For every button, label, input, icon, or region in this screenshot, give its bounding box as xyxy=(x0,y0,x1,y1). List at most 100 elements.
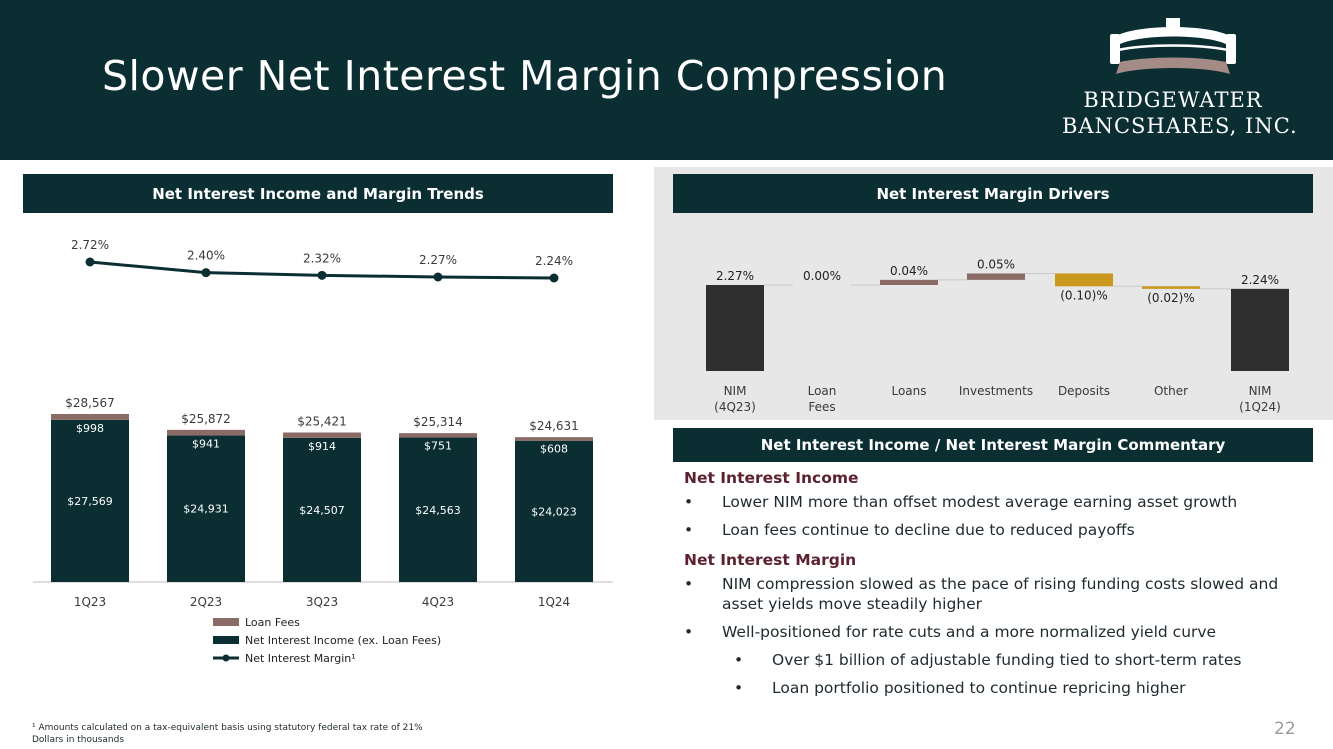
bullet-icon: • xyxy=(734,679,744,697)
tick-4Q23: 4Q23 xyxy=(422,595,454,609)
waterfall-tick-1: Loan Fees xyxy=(808,384,837,414)
waterfall-tick-5: Other xyxy=(1154,384,1188,398)
label-total-4Q23: $25,314 xyxy=(413,415,463,429)
commentary-heading-nii: Net Interest Income xyxy=(684,469,859,487)
commentary-subbullet: • Over $1 billion of adjustable funding t… xyxy=(684,650,1324,670)
tick-1Q23: 1Q23 xyxy=(74,595,106,609)
nim-label-3Q23: 2.32% xyxy=(303,251,341,265)
waterfall-label-6: 2.24% xyxy=(1241,273,1279,287)
commentary-bullet: • Lower NIM more than offset modest avera… xyxy=(684,492,1324,512)
label-loan-fees-1Q23: $998 xyxy=(76,422,104,435)
tick-2Q23: 2Q23 xyxy=(190,595,222,609)
waterfall-bar-3 xyxy=(967,273,1025,280)
nim-point-4Q23 xyxy=(433,272,443,282)
waterfall-tick-line: Deposits xyxy=(1058,384,1110,398)
bar-loan-fees-2Q23 xyxy=(167,429,245,436)
footnote-line1: ¹ Amounts calculated on a tax-equivalent… xyxy=(32,723,423,733)
label-nii-1Q23: $27,569 xyxy=(67,495,113,508)
commentary-subbullet-text: Over $1 billion of adjustable funding ti… xyxy=(772,651,1242,669)
footnote-line2: Dollars in thousands xyxy=(32,735,125,745)
waterfall-tick-4: Deposits xyxy=(1058,384,1110,398)
bar-loan-fees-4Q23 xyxy=(399,433,477,438)
waterfall-bar-0 xyxy=(706,285,764,371)
waterfall-label-5: (0.02)% xyxy=(1147,291,1194,305)
commentary-bullet: • NIM compression slowed as the pace of r… xyxy=(684,574,1314,614)
bullet-icon: • xyxy=(684,493,694,511)
waterfall-bar-2 xyxy=(880,279,938,285)
bar-nii-1Q24 xyxy=(515,440,593,582)
bullet-icon: • xyxy=(684,521,694,539)
tick-1Q24: 1Q24 xyxy=(538,595,570,609)
commentary-bullet-text: Well-positioned for rate cuts and a more… xyxy=(722,623,1217,641)
nim-point-1Q23 xyxy=(85,257,95,267)
label-nii-2Q23: $24,931 xyxy=(183,503,229,516)
bar-nii-3Q23 xyxy=(283,437,361,582)
label-loan-fees-1Q24: $608 xyxy=(540,443,568,456)
waterfall-bar-1 xyxy=(793,285,851,286)
commentary-bullet: • Loan fees continue to decline due to re… xyxy=(684,520,1324,540)
tick-3Q23: 3Q23 xyxy=(306,595,338,609)
waterfall-tick-line: Investments xyxy=(959,384,1033,398)
bullet-icon: • xyxy=(734,651,744,669)
nim-drivers-chart: 2.27% NIM (4Q23) 0.00% Loan Fees 0.04% Loans 0.0… xyxy=(706,257,1289,414)
commentary-subbullet: • Loan portfolio positioned to continue r… xyxy=(684,678,1324,698)
waterfall-tick-line: (4Q23) xyxy=(714,400,756,414)
waterfall-tick-line: NIM xyxy=(1249,384,1272,398)
waterfall-tick-line: NIM xyxy=(724,384,747,398)
label-nii-4Q23: $24,563 xyxy=(415,504,461,517)
waterfall-bar-5 xyxy=(1142,286,1200,289)
bar-loan-fees-3Q23 xyxy=(283,432,361,438)
commentary-bullet-text: Lower NIM more than offset modest averag… xyxy=(722,493,1238,511)
waterfall-tick-line: Loan xyxy=(808,384,837,398)
waterfall-tick-line: Fees xyxy=(808,400,835,414)
label-loan-fees-4Q23: $751 xyxy=(424,440,452,453)
bullet-icon: • xyxy=(684,575,694,593)
bridgewater-logo-icon xyxy=(1110,18,1236,74)
bar-nii-4Q23 xyxy=(399,437,477,582)
commentary-subbullet-text: Loan portfolio positioned to continue re… xyxy=(772,679,1186,697)
nim-point-3Q23 xyxy=(317,270,327,280)
legend-marker-nim xyxy=(222,654,230,662)
logo-text-line2: BANCSHARES, INC. xyxy=(1062,114,1298,138)
bullet-icon: • xyxy=(684,623,694,641)
legend-label-nii: Net Interest Income (ex. Loan Fees) xyxy=(245,634,441,647)
nim-label-4Q23: 2.27% xyxy=(419,253,457,267)
waterfall-bar-6 xyxy=(1231,288,1289,371)
bar-nii-1Q23 xyxy=(51,419,129,582)
waterfall-tick-line: (1Q24) xyxy=(1239,400,1281,414)
waterfall-label-1: 0.00% xyxy=(803,269,841,283)
waterfall-label-4: (0.10)% xyxy=(1060,288,1107,302)
bar-loan-fees-1Q24 xyxy=(515,437,593,441)
legend-swatch-loan-fees xyxy=(213,618,239,626)
commentary-section-title: Net Interest Income / Net Interest Margi… xyxy=(673,428,1313,462)
label-total-2Q23: $25,872 xyxy=(181,412,231,426)
commentary-bullet-text: NIM compression slowed as the pace of ri… xyxy=(722,575,1279,613)
waterfall-tick-6: NIM (1Q24) xyxy=(1239,384,1281,414)
label-loan-fees-3Q23: $914 xyxy=(308,440,336,453)
nim-point-1Q24 xyxy=(549,273,559,283)
legend-label-nim: Net Interest Margin¹ xyxy=(245,652,356,665)
legend-label-loan-fees: Loan Fees xyxy=(245,616,300,629)
waterfall-label-2: 0.04% xyxy=(890,264,928,278)
legend-swatch-nii xyxy=(213,636,239,644)
commentary-bullet: • Well-positioned for rate cuts and a mor… xyxy=(684,622,1324,642)
nim-label-1Q23: 2.72% xyxy=(71,238,109,252)
waterfall-label-0: 2.27% xyxy=(716,269,754,283)
waterfall-tick-line: Loans xyxy=(891,384,926,398)
nim-point-2Q23 xyxy=(201,268,211,278)
waterfall-tick-line: Other xyxy=(1154,384,1188,398)
waterfall-tick-0: NIM (4Q23) xyxy=(714,384,756,414)
waterfall-label-3: 0.05% xyxy=(977,257,1015,271)
commentary-bullet-text: Loan fees continue to decline due to red… xyxy=(722,521,1135,539)
page-title: Slower Net Interest Margin Compression xyxy=(102,52,948,100)
label-loan-fees-2Q23: $941 xyxy=(192,437,220,450)
nim-label-2Q23: 2.40% xyxy=(187,249,225,263)
bar-loan-fees-1Q23 xyxy=(51,414,129,420)
nim-drivers-section-title: Net Interest Margin Drivers xyxy=(673,174,1313,213)
label-total-1Q24: $24,631 xyxy=(529,419,579,433)
header-banner: Slower Net Interest Margin Compression B… xyxy=(0,0,1333,160)
label-nii-3Q23: $24,507 xyxy=(299,504,345,517)
label-total-3Q23: $25,421 xyxy=(297,415,347,429)
label-total-1Q23: $28,567 xyxy=(65,396,115,410)
nii-margin-chart: $27,569 $998 $28,567 1Q23 $24,931 $941 $25,872… xyxy=(33,238,613,665)
